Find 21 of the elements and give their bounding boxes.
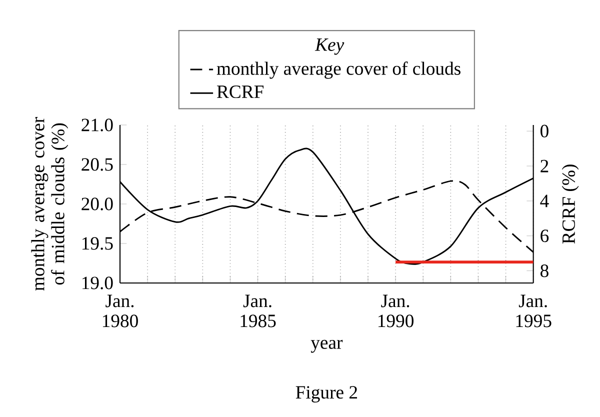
- y-axis-title: monthly average cover of middle clouds (%): [31, 117, 68, 291]
- y-tick-label: 20.0: [82, 198, 113, 210]
- x-tick-label: Jan. 1980: [102, 294, 138, 328]
- y2-tick-label: 0: [540, 124, 548, 138]
- legend-label: monthly average cover of clouds: [216, 62, 460, 79]
- x-tick-label: Jan. 1990: [378, 294, 414, 328]
- y2-tick-label: 2: [540, 160, 548, 172]
- y2-axis-title: RCRF (%): [562, 164, 579, 244]
- y2-tick-label: 4: [540, 194, 549, 208]
- y-tick-label: 19.0: [82, 276, 113, 290]
- x-tick-label: Jan. 1985: [240, 294, 276, 328]
- y2-tick-label: 6: [540, 230, 549, 242]
- y-tick-label: 20.5: [82, 158, 113, 171]
- y2-tick-label: 8: [540, 264, 548, 278]
- x-tick-label: Jan. 1995: [516, 294, 552, 328]
- x-axis-title: year: [310, 340, 343, 353]
- y-tick-label: 19.5: [82, 237, 113, 250]
- caption: Figure 2: [296, 386, 358, 403]
- y-tick-label: 21.0: [82, 118, 113, 132]
- legend-label: RCRF: [217, 86, 264, 98]
- legend-title: Key: [314, 38, 344, 55]
